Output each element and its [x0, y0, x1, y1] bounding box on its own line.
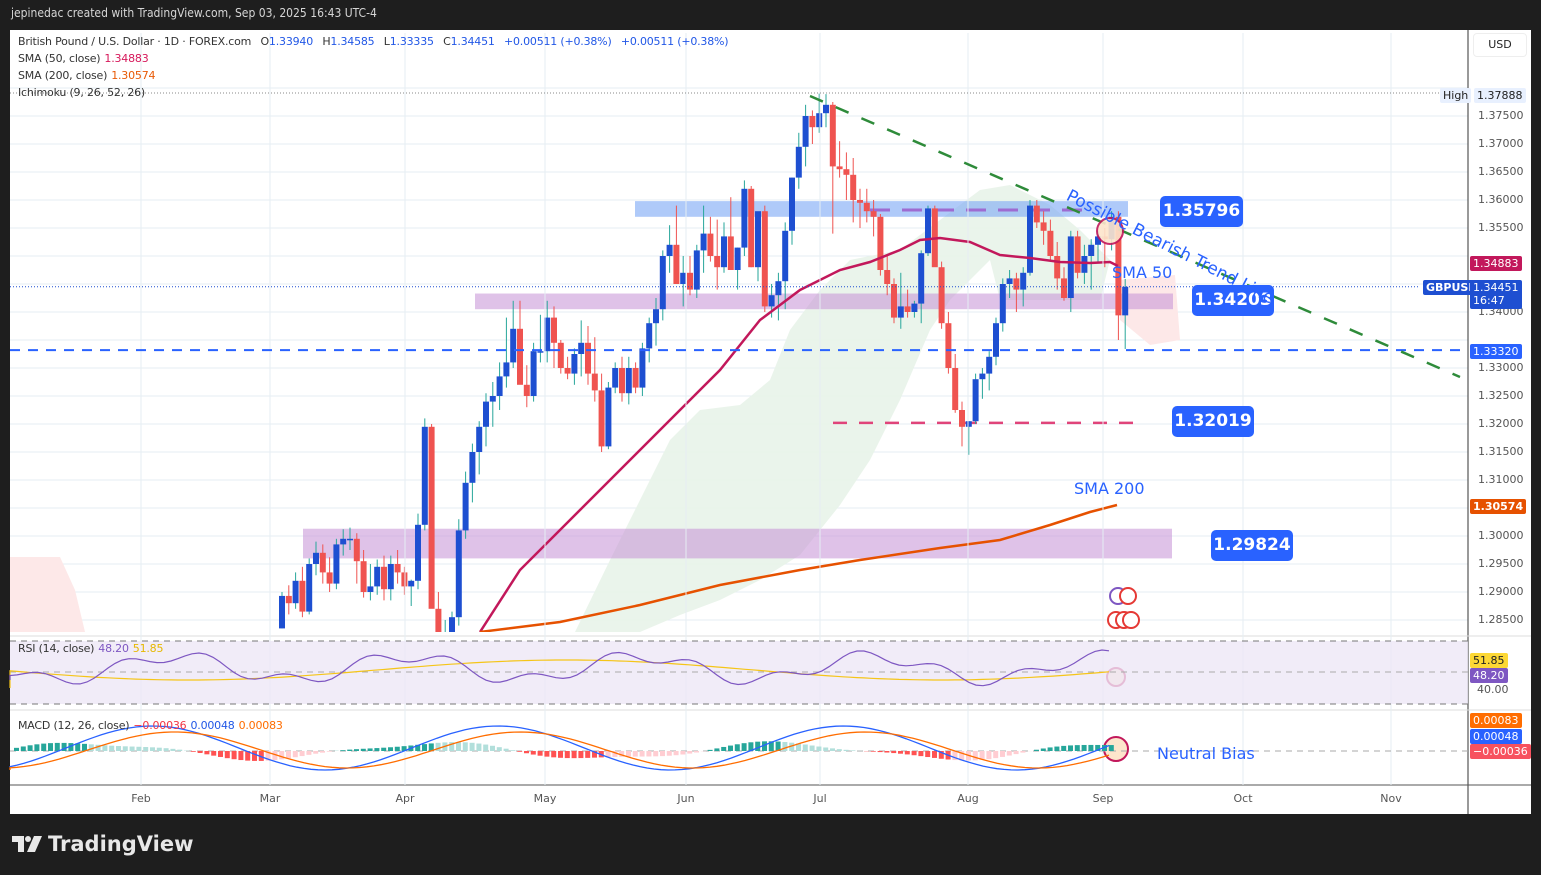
currency-button[interactable]: USD: [1473, 33, 1527, 57]
price-tick: 1.29500: [1478, 557, 1524, 570]
symbol-tag: GBPUSD: [1423, 280, 1481, 295]
symbol-name: British Pound / U.S. Dollar · 1D · FOREX…: [18, 35, 252, 48]
price-tick: 1.33000: [1478, 361, 1524, 374]
price-tick: 1.35500: [1478, 221, 1524, 234]
last-price-tag: 1.34451 16:47: [1470, 280, 1522, 309]
high-value: 1.34585: [330, 35, 375, 48]
price-tick: 1.31500: [1478, 445, 1524, 458]
hline-price-tag: 1.33320: [1470, 344, 1522, 359]
symbol-legend: British Pound / U.S. Dollar · 1D · FOREX…: [18, 35, 729, 48]
price-tick: 1.36500: [1478, 165, 1524, 178]
time-tick: Nov: [1380, 792, 1402, 805]
price-tick: 1.29000: [1478, 585, 1524, 598]
time-tick: Jul: [813, 792, 827, 805]
time-tick: Aug: [957, 792, 979, 805]
rsi-tick-40: 40.00: [1477, 683, 1509, 696]
time-tick: Sep: [1092, 792, 1114, 805]
macd-signal-tag: 0.00083: [1470, 713, 1522, 728]
sma200-annotation[interactable]: SMA 200: [1074, 479, 1145, 498]
high-label-tag: High: [1440, 88, 1472, 103]
price-tick: 1.37000: [1478, 137, 1524, 150]
footer-bar: [0, 815, 1541, 875]
change-value: +0.00511 (+0.38%): [503, 35, 612, 48]
change-value-2: +0.00511 (+0.38%): [620, 35, 729, 48]
price-tick: 1.36000: [1478, 193, 1524, 206]
price-tick: 1.28500: [1478, 613, 1524, 626]
rsi-ma-tag: 51.85: [1470, 653, 1508, 668]
price-tick: 1.32000: [1478, 417, 1524, 430]
brand-name: TradingView: [48, 832, 194, 856]
last-price: 1.34451: [1473, 281, 1519, 294]
price-tick: 1.32500: [1478, 389, 1524, 402]
close-value: 1.34451: [450, 35, 495, 48]
open-value: 1.33940: [268, 35, 314, 48]
support1-callout[interactable]: 1.32019: [1172, 406, 1254, 437]
price-tick: 1.31000: [1478, 473, 1524, 486]
time-tick: Jun: [677, 792, 695, 805]
support2-callout[interactable]: 1.29824: [1211, 530, 1293, 561]
low-value: 1.33335: [389, 35, 434, 48]
bar-countdown: 16:47: [1473, 294, 1505, 307]
price-tick: 1.37500: [1478, 109, 1524, 122]
time-tick: May: [533, 792, 557, 805]
sma50-price-tag: 1.34883: [1470, 256, 1522, 271]
ichimoku-legend[interactable]: Ichimoku (9, 26, 52, 26): [18, 86, 146, 99]
macd-bias-annotation[interactable]: Neutral Bias: [1157, 744, 1255, 763]
macd-tag: 0.00048: [1470, 729, 1522, 744]
pivot-callout[interactable]: 1.34203: [1192, 285, 1274, 316]
chart-header-title: jepinedac created with TradingView.com, …: [11, 6, 377, 20]
time-tick: Feb: [131, 792, 151, 805]
resistance-callout[interactable]: 1.35796: [1160, 196, 1243, 227]
rsi-tag: 48.20: [1470, 668, 1508, 683]
tradingview-logo[interactable]: TradingView: [12, 832, 193, 856]
sma50-annotation[interactable]: SMA 50: [1112, 263, 1173, 282]
sma50-legend[interactable]: SMA (50, close) 1.34883: [18, 52, 149, 65]
time-tick: Apr: [395, 792, 415, 805]
rsi-legend[interactable]: RSI (14, close) 48.20 51.85: [18, 642, 164, 655]
macd-legend[interactable]: MACD (12, 26, close) −0.00036 0.00048 0.000…: [18, 719, 283, 732]
high-value-tag: 1.37888: [1474, 88, 1526, 103]
time-tick: Oct: [1233, 792, 1253, 805]
time-tick: Mar: [259, 792, 281, 805]
tradingview-logo-icon: [12, 836, 42, 852]
sma200-price-tag: 1.30574: [1470, 499, 1527, 514]
price-tick: 1.30000: [1478, 529, 1524, 542]
sma200-legend[interactable]: SMA (200, close) 1.30574: [18, 69, 156, 82]
macd-hist-tag: −0.00036: [1470, 744, 1531, 759]
